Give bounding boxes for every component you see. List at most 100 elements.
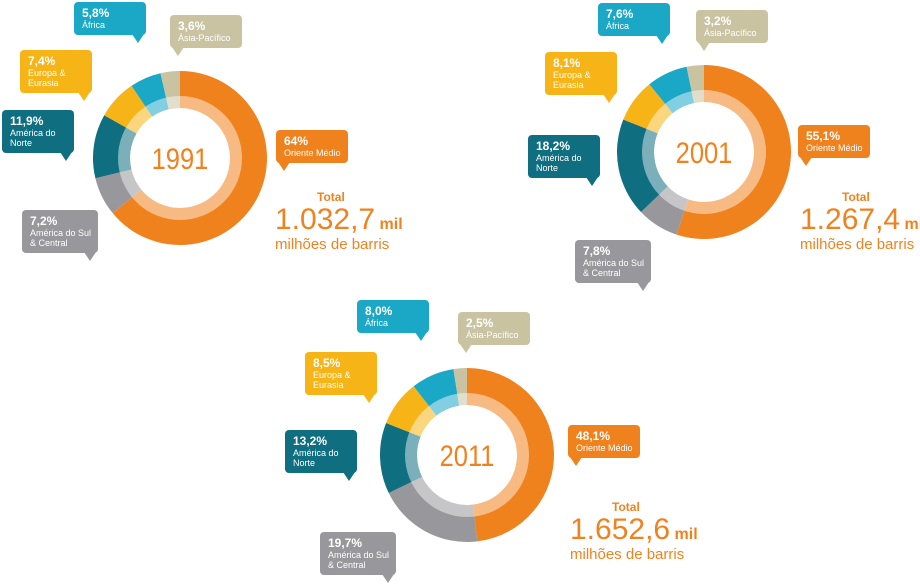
category-label: África <box>606 21 630 31</box>
value-label: 8,5% <box>313 356 341 370</box>
category-label: África <box>365 318 389 328</box>
callout-tail <box>78 92 90 101</box>
callout: 8,5% Europa & Eurasia <box>305 352 377 403</box>
value-label: 7,6% <box>606 7 634 21</box>
donut-segment <box>467 368 555 542</box>
total-caption: milhões de barris <box>275 236 390 253</box>
total-value: 1.032,7 <box>275 203 376 236</box>
callout-tail <box>637 282 649 291</box>
value-label: 11,9% <box>10 114 44 128</box>
category-label: Oriente Médio <box>806 143 863 153</box>
callout-tail <box>382 574 394 583</box>
donut-segment <box>112 71 268 245</box>
value-label: 13,2% <box>293 434 328 448</box>
callout: 8,0% África <box>357 300 429 341</box>
donut-segment <box>386 386 437 437</box>
total-unit: mil <box>904 216 920 233</box>
inner-ring-highlight <box>118 96 242 220</box>
total-unit: mil <box>379 216 403 233</box>
category-label: América do Sul & Central <box>583 258 645 278</box>
total-caption: milhões de barris <box>800 236 915 253</box>
callout-tail <box>586 177 598 186</box>
value-label: 7,2% <box>30 214 58 228</box>
total: Total 1.652,6 mil milhões de barris <box>570 500 698 563</box>
value-label: 8,0% <box>365 304 393 318</box>
value-label: 64% <box>284 134 309 148</box>
donut-segment <box>104 85 153 134</box>
category-label: Europa & Eurasia <box>553 70 591 90</box>
donut-segment <box>380 422 423 494</box>
callout: 64% Oriente Médio <box>276 130 348 171</box>
donut-segment <box>640 186 689 235</box>
callout: 55,1% Oriente Médio <box>798 125 870 166</box>
callout: 18,2% América do Norte <box>528 135 600 186</box>
callout: 3,2% Ásia-Pacífico <box>696 10 768 51</box>
category-label: Oriente Médio <box>576 443 633 453</box>
donut-segment <box>686 65 704 104</box>
callout: 19,7% América do Sul & Central <box>320 532 396 583</box>
callout-tail <box>172 47 184 56</box>
total-caption: milhões de barris <box>570 546 685 563</box>
total-title: Total <box>842 190 870 204</box>
callout: 7,2% América do Sul & Central <box>22 210 98 261</box>
callout-tail <box>60 152 72 161</box>
total-title: Total <box>612 500 640 514</box>
year-label: 1991 <box>152 142 209 175</box>
category-label: América do Norte <box>293 448 339 468</box>
category-label: Europa & Eurasia <box>28 68 66 88</box>
category-label: Ásia-Pacífico <box>704 28 757 38</box>
value-label: 55,1% <box>806 129 841 143</box>
value-label: 48,1% <box>576 429 611 443</box>
value-label: 2,5% <box>466 316 494 330</box>
category-label: Ásia-Pacífico <box>466 330 519 340</box>
callout-tail <box>698 42 710 51</box>
total-value: 1.652,6 <box>570 513 671 546</box>
category-label: Oriente Médio <box>284 148 341 158</box>
total-unit: mil <box>674 526 698 543</box>
donut-segment <box>92 115 137 179</box>
value-label: 3,2% <box>704 14 732 28</box>
donut-segment <box>388 476 478 542</box>
year-label: 2001 <box>676 136 733 169</box>
donut-segment <box>160 71 180 110</box>
callout-tail <box>656 35 668 44</box>
callout-tail <box>84 252 96 261</box>
callout-tail <box>603 94 615 103</box>
donut-segment <box>676 65 792 239</box>
category-label: América do Norte <box>10 128 56 148</box>
value-label: 19,7% <box>328 536 363 550</box>
value-label: 7,4% <box>28 54 56 68</box>
callout: 7,6% África <box>598 3 670 44</box>
donut-segment <box>617 119 668 212</box>
callout: 11,9% América do Norte <box>2 110 74 161</box>
category-label: América do Sul & Central <box>328 550 390 570</box>
total: Total 1.032,7 mil milhões de barris <box>275 190 403 253</box>
callout: 13,2% América do Norte <box>285 430 357 481</box>
callout-tail <box>415 332 427 341</box>
category-label: Ásia-Pacífico <box>178 33 231 43</box>
callout-tail <box>800 157 812 166</box>
total-value: 1.267,4 <box>800 203 901 236</box>
value-label: 7,8% <box>583 244 611 258</box>
callout: 7,8% América do Sul & Central <box>575 240 651 291</box>
callout-tail <box>343 472 355 481</box>
callout: 3,6% Ásia-Pacífico <box>170 15 242 56</box>
callout: 5,8% África <box>74 2 146 43</box>
callout: 7,4% Europa & Eurasia <box>20 50 92 101</box>
callout: 8,1% Europa & Eurasia <box>545 52 617 103</box>
callout-tail <box>363 394 375 403</box>
callout-tail <box>278 162 290 171</box>
value-label: 8,1% <box>553 56 581 70</box>
total-title: Total <box>317 190 345 204</box>
value-label: 3,6% <box>178 19 206 33</box>
donut-segment <box>413 369 460 416</box>
donut-segment <box>649 66 695 114</box>
inner-ring-highlight <box>405 393 529 517</box>
value-label: 18,2% <box>536 139 571 153</box>
inner-ring-highlight <box>642 90 766 214</box>
donut-segment <box>131 73 169 117</box>
callout: 48,1% Oriente Médio <box>568 425 640 466</box>
